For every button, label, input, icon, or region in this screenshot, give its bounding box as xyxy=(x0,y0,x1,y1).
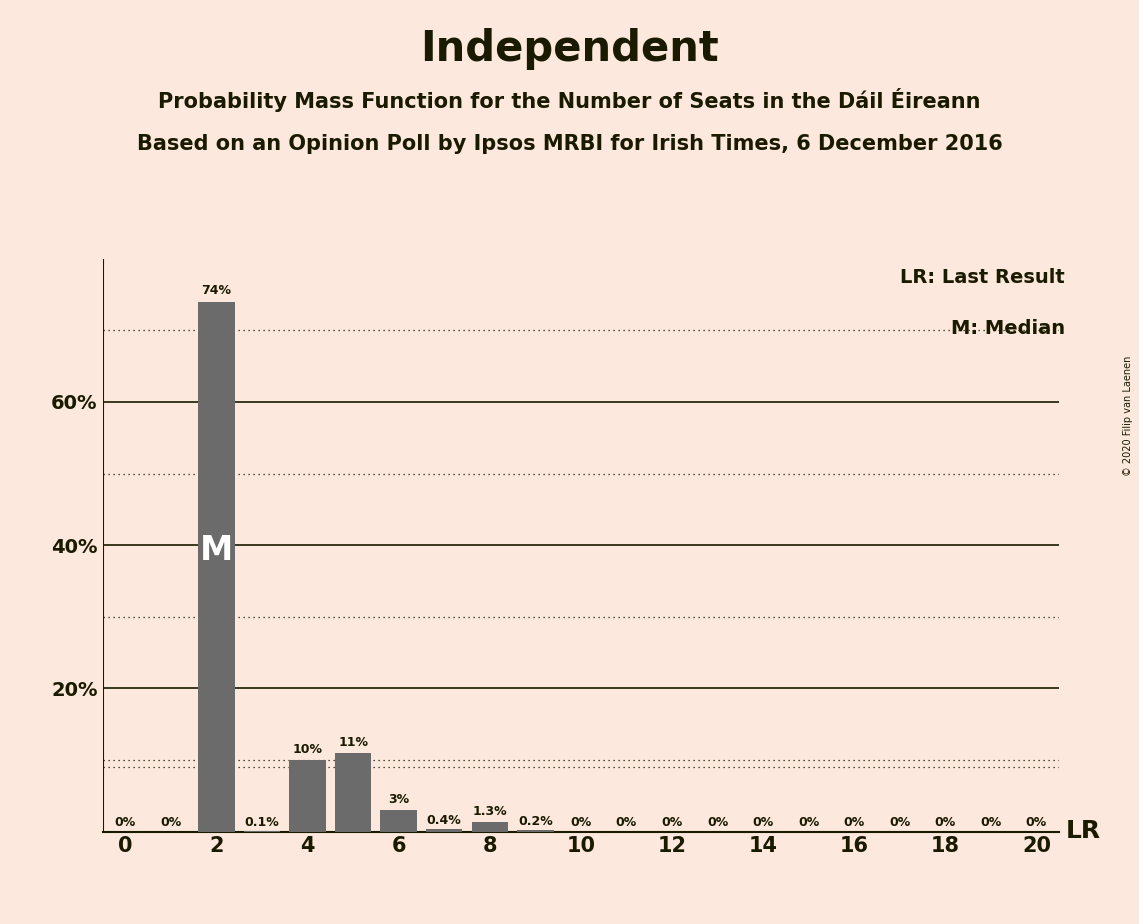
Bar xyxy=(335,753,371,832)
Text: Independent: Independent xyxy=(420,28,719,69)
Text: 0%: 0% xyxy=(571,817,591,830)
Text: Based on an Opinion Poll by Ipsos MRBI for Irish Times, 6 December 2016: Based on an Opinion Poll by Ipsos MRBI f… xyxy=(137,134,1002,154)
Text: M: M xyxy=(199,534,233,567)
Text: LR: Last Result: LR: Last Result xyxy=(900,268,1065,287)
Bar xyxy=(289,760,326,832)
Text: 0%: 0% xyxy=(798,817,819,830)
Bar xyxy=(472,822,508,832)
Text: 0%: 0% xyxy=(662,817,682,830)
Text: © 2020 Filip van Laenen: © 2020 Filip van Laenen xyxy=(1123,356,1133,476)
Text: 0%: 0% xyxy=(1026,817,1047,830)
Text: 3%: 3% xyxy=(388,793,409,806)
Text: 0%: 0% xyxy=(161,817,181,830)
Text: 0%: 0% xyxy=(981,817,1001,830)
Bar xyxy=(380,810,417,832)
Text: 0%: 0% xyxy=(115,817,136,830)
Text: 0%: 0% xyxy=(707,817,728,830)
Text: M: Median: M: Median xyxy=(951,319,1065,338)
Bar xyxy=(198,301,235,832)
Text: 74%: 74% xyxy=(202,285,231,298)
Text: 0%: 0% xyxy=(890,817,910,830)
Text: 11%: 11% xyxy=(338,736,368,748)
Text: 10%: 10% xyxy=(293,743,322,756)
Bar xyxy=(517,830,554,832)
Bar xyxy=(426,829,462,832)
Text: 0%: 0% xyxy=(753,817,773,830)
Text: 0.2%: 0.2% xyxy=(518,815,552,828)
Text: 0.1%: 0.1% xyxy=(245,816,279,829)
Text: 0.4%: 0.4% xyxy=(427,814,461,827)
Text: 0%: 0% xyxy=(844,817,865,830)
Text: 1.3%: 1.3% xyxy=(473,805,507,818)
Text: Probability Mass Function for the Number of Seats in the Dáil Éireann: Probability Mass Function for the Number… xyxy=(158,88,981,112)
Text: 0%: 0% xyxy=(616,817,637,830)
Text: 0%: 0% xyxy=(935,817,956,830)
Text: LR: LR xyxy=(1066,819,1101,843)
